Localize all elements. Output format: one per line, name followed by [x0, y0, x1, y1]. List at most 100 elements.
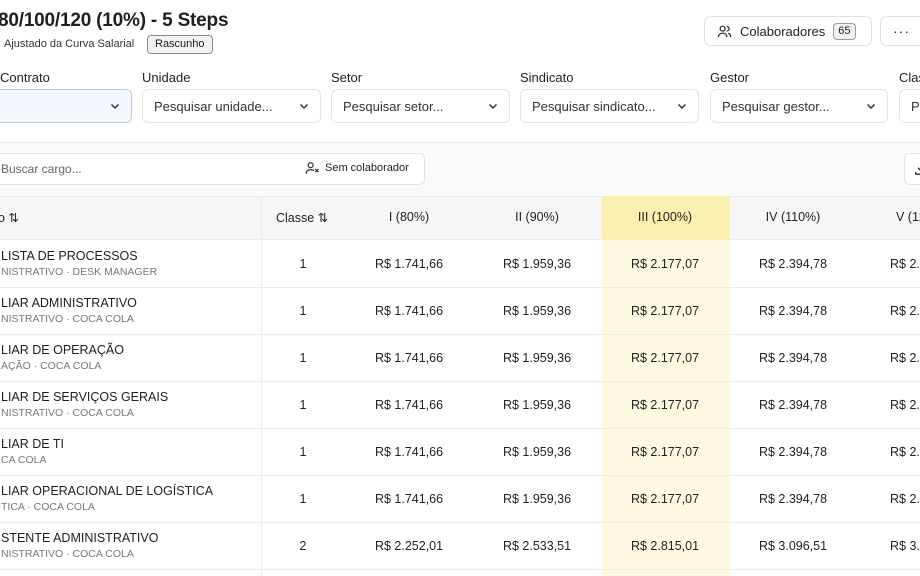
chevron-down-icon — [488, 103, 498, 110]
row-classe: 1 — [299, 492, 307, 506]
filter-select-gestor[interactable]: Pesquisar gestor... — [710, 89, 888, 123]
download-button[interactable] — [904, 153, 920, 185]
download-icon — [915, 167, 920, 175]
row-step-3: R$ 2.177,07 — [630, 492, 700, 506]
row-step-1: R$ 1.741,66 — [374, 492, 444, 506]
column-header-classe[interactable]: Classe ⇅ — [276, 211, 329, 225]
table-row[interactable]: LISTA DE PROCESSOS NISTRATIVO · DESK MAN… — [0, 240, 920, 287]
filter-label-setor: Setor — [331, 70, 363, 85]
row-classe: 2 — [299, 539, 307, 553]
row-step-3: R$ 2.177,07 — [630, 304, 700, 318]
row-step-2: R$ 1.959,36 — [502, 492, 572, 506]
row-step-1: R$ 1.741,66 — [374, 257, 444, 271]
column-header-step-1: I (80%) — [388, 210, 430, 224]
row-classe: 1 — [299, 445, 307, 459]
row-detail: NISTRATIVO · COCA COLA — [1, 548, 134, 560]
filter-placeholder-setor: Pesquisar setor... — [343, 98, 444, 114]
table-row[interactable]: STENTE ADMINISTRATIVO NISTRATIVO · COCA … — [0, 522, 920, 569]
page-subtitle: Ajustado da Curva Salarial — [4, 38, 135, 50]
filter-label-unidade: Unidade — [142, 70, 191, 85]
row-step-3: R$ 2.815,01 — [630, 539, 700, 553]
filter-select-sindicato[interactable]: Pesquisar sindicato... — [520, 89, 699, 123]
row-divider — [0, 334, 920, 335]
row-detail: NISTRATIVO · COCA COLA — [1, 313, 134, 325]
row-classe: 1 — [299, 398, 307, 412]
search-input[interactable] — [0, 153, 425, 185]
no-collaborator-label: Sem colaborador — [325, 162, 409, 174]
row-cargo: LIAR DE TI — [1, 437, 64, 451]
row-divider — [0, 381, 920, 382]
row-step-1: R$ 2.252,01 — [374, 539, 444, 553]
chevron-down-icon — [110, 103, 120, 110]
more-icon: ··· — [893, 23, 910, 39]
row-step-5: R$ 3.3 — [890, 539, 920, 553]
row-detail: TICA · COCA COLA — [1, 501, 95, 513]
row-cargo: LIAR ADMINISTRATIVO — [1, 296, 137, 310]
row-step-5: R$ 2.6 — [890, 351, 920, 365]
chevron-down-icon — [866, 103, 876, 110]
filter-placeholder-unidade: Pesquisar unidade... — [154, 98, 273, 114]
collaborators-button[interactable]: Colaboradores 65 — [704, 16, 872, 46]
row-step-4: R$ 2.394,78 — [758, 398, 828, 412]
row-detail: NISTRATIVO · COCA COLA — [1, 407, 134, 419]
row-classe: 1 — [299, 304, 307, 318]
highlighted-column-header — [602, 196, 730, 240]
row-divider — [0, 522, 920, 523]
filter-label-contrato: Contrato — [0, 70, 50, 85]
users-icon — [717, 24, 732, 39]
row-step-2: R$ 1.959,36 — [502, 398, 572, 412]
row-step-4: R$ 2.394,78 — [758, 492, 828, 506]
filter-label-sindicato: Sindicato — [520, 70, 574, 85]
row-step-1: R$ 1.741,66 — [374, 351, 444, 365]
table-row[interactable]: LIAR DE SERVIÇOS GERAIS NISTRATIVO · COC… — [0, 381, 920, 428]
row-classe: 1 — [299, 351, 307, 365]
column-header-step-2: II (90%) — [515, 210, 559, 224]
row-cargo: LIAR DE OPERAÇÃO — [1, 343, 124, 357]
collaborators-count: 65 — [833, 22, 856, 40]
column-header-cargo[interactable]: o ⇅ — [0, 211, 19, 225]
row-step-4: R$ 2.394,78 — [758, 257, 828, 271]
row-step-5: R$ 2.6 — [890, 398, 920, 412]
row-step-5: R$ 2.6 — [890, 304, 920, 318]
filter-select-contrato[interactable] — [0, 89, 132, 123]
user-x-icon — [305, 161, 320, 175]
page-title: 80/100/120 (10%) - 5 Steps — [0, 10, 229, 31]
column-header-step-4: IV (110%) — [765, 210, 821, 224]
row-cargo: LIAR DE SERVIÇOS GERAIS — [1, 390, 169, 404]
row-detail: CA COLA — [1, 454, 47, 466]
filter-select-unidade[interactable]: Pesquisar unidade... — [142, 89, 321, 123]
row-classe: 1 — [299, 257, 307, 271]
more-actions-button[interactable]: ··· A — [880, 16, 920, 46]
filter-select-classe[interactable]: Pe — [899, 89, 920, 123]
row-step-2: R$ 1.959,36 — [502, 257, 572, 271]
table-row[interactable]: LIAR ADMINISTRATIVO NISTRATIVO · COCA CO… — [0, 287, 920, 334]
filter-placeholder-gestor: Pesquisar gestor... — [722, 98, 830, 114]
search-placeholder: Buscar cargo... — [1, 162, 82, 176]
row-step-2: R$ 2.533,51 — [502, 539, 572, 553]
table-row[interactable]: LIAR OPERACIONAL DE LOGÍSTICA TICA · COC… — [0, 475, 920, 522]
row-divider — [0, 475, 920, 476]
column-header-step-5: V (12 — [896, 210, 920, 224]
row-step-2: R$ 1.959,36 — [502, 304, 572, 318]
chevron-down-icon — [677, 103, 687, 110]
row-step-5: R$ 2.6 — [890, 445, 920, 459]
filter-select-setor[interactable]: Pesquisar setor... — [331, 89, 510, 123]
row-step-1: R$ 1.741,66 — [374, 398, 444, 412]
table-row[interactable]: LIAR DE OPERAÇÃO AÇÃO · COCA COLA 1 R$ 1… — [0, 334, 920, 381]
row-step-4: R$ 2.394,78 — [758, 304, 828, 318]
no-collaborator-toggle[interactable]: Sem colaborador — [305, 161, 409, 175]
row-detail: NISTRATIVO · DESK MANAGER — [1, 266, 158, 278]
collaborators-label: Colaboradores — [740, 23, 826, 39]
table-row[interactable]: LIAR DE TI CA COLA 1 R$ 1.741,66 R$ 1.95… — [0, 428, 920, 475]
row-step-3: R$ 2.177,07 — [630, 257, 700, 271]
row-step-5: R$ 2.6 — [890, 257, 920, 271]
row-step-4: R$ 2.394,78 — [758, 351, 828, 365]
row-cargo: STENTE ADMINISTRATIVO — [1, 531, 159, 545]
highlighted-column — [602, 196, 730, 576]
filter-label-classe: Clas — [899, 70, 920, 85]
filter-placeholder-sindicato: Pesquisar sindicato... — [532, 98, 656, 114]
row-cargo: LISTA DE PROCESSOS — [1, 249, 138, 263]
status-badge: Rascunho — [147, 35, 213, 54]
row-step-1: R$ 1.741,66 — [374, 304, 444, 318]
row-step-3: R$ 2.177,07 — [630, 445, 700, 459]
